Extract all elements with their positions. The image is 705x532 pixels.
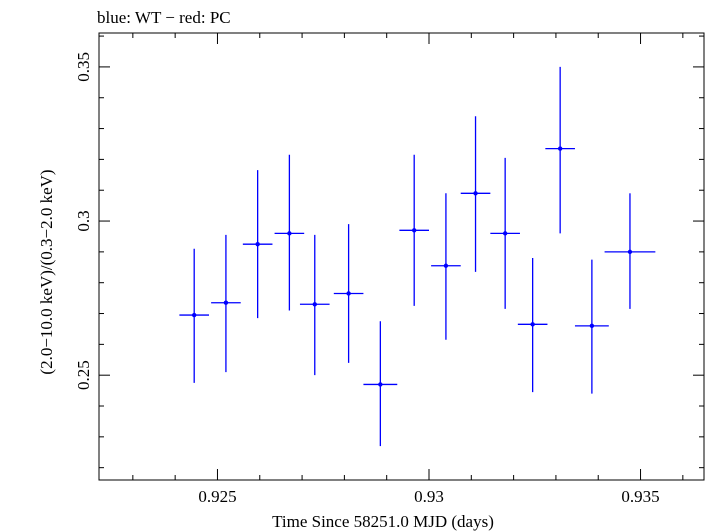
x-axis-label: Time Since 58251.0 MJD (days) bbox=[272, 512, 494, 531]
data-point bbox=[399, 154, 429, 306]
chart-title: blue: WT − red: PC bbox=[97, 8, 231, 27]
y-axis: 0.25 0.3 0.35 bbox=[74, 35, 704, 469]
data-marker bbox=[502, 231, 508, 236]
data-marker bbox=[589, 323, 595, 329]
data-marker bbox=[473, 191, 478, 196]
data-marker bbox=[378, 382, 383, 387]
data-point bbox=[490, 157, 520, 309]
data-marker bbox=[255, 241, 260, 247]
x-tick-label: 0.935 bbox=[621, 487, 659, 506]
data-point bbox=[333, 224, 364, 363]
x-axis: 0.925 0.93 0.935 bbox=[132, 33, 684, 506]
data-point bbox=[460, 116, 491, 272]
x-tick-label: 0.925 bbox=[198, 487, 236, 506]
data-marker bbox=[411, 228, 417, 233]
data-marker bbox=[312, 302, 317, 307]
data-marker bbox=[443, 263, 449, 268]
data-point bbox=[604, 193, 656, 309]
data-marker bbox=[346, 291, 351, 296]
data-point bbox=[274, 154, 305, 311]
data-marker bbox=[530, 322, 535, 327]
data-point bbox=[363, 321, 398, 447]
plot-frame bbox=[98, 32, 705, 481]
data-marker bbox=[287, 231, 292, 236]
data-point bbox=[574, 259, 609, 394]
data-point bbox=[179, 248, 209, 383]
data-point bbox=[211, 234, 241, 373]
data-marker bbox=[557, 146, 563, 151]
data-marker bbox=[191, 312, 197, 318]
data-point bbox=[545, 66, 575, 234]
y-axis-label: (2.0−10.0 keV)/(0.3−2.0 keV) bbox=[37, 169, 56, 374]
data-series bbox=[179, 66, 656, 447]
data-marker bbox=[223, 300, 229, 305]
y-tick-label: 0.35 bbox=[74, 52, 93, 82]
data-point bbox=[299, 234, 330, 376]
data-marker bbox=[627, 249, 633, 255]
x-tick-label: 0.93 bbox=[414, 487, 444, 506]
data-point bbox=[517, 258, 548, 393]
data-point bbox=[242, 170, 273, 319]
y-tick-label: 0.3 bbox=[74, 210, 93, 231]
y-tick-label: 0.25 bbox=[74, 360, 93, 390]
data-point bbox=[431, 193, 461, 340]
